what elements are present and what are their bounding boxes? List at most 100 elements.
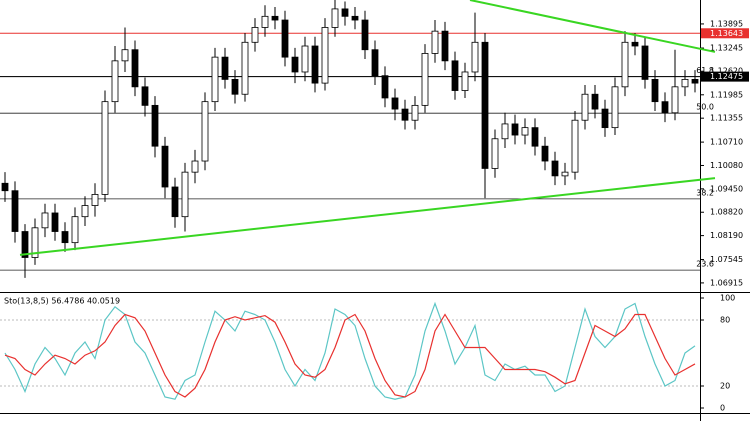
candle-body (601, 108, 609, 129)
candle-body (181, 171, 189, 218)
candle-body (551, 160, 559, 177)
candle-body (461, 71, 469, 91)
candle-body (571, 119, 579, 173)
candle-body (421, 53, 429, 106)
candle-body (91, 194, 99, 206)
candle-body (291, 56, 299, 73)
candle-body (511, 123, 519, 136)
y-tick-label: 1.13245 (710, 44, 743, 53)
candle-body (301, 45, 309, 73)
candle-body (201, 101, 209, 162)
trendline (19, 177, 716, 256)
y-tick-label: 80 (720, 316, 730, 325)
candle-body (371, 49, 379, 77)
price-label: 1.12475 (710, 72, 743, 81)
candle-body (61, 231, 69, 244)
candle-body (541, 145, 549, 162)
y-tick-label: 20 (720, 382, 730, 391)
candle-body (241, 41, 249, 95)
fib-label: 23.6 (696, 260, 714, 269)
candle-body (101, 101, 109, 195)
candle-body (441, 30, 449, 62)
y-tick-label: 100 (720, 294, 735, 303)
candle-body (251, 27, 259, 43)
y-tick-label: 1.08190 (710, 231, 743, 240)
candle-body (531, 127, 539, 147)
candle-body (221, 56, 229, 80)
candle-body (471, 41, 479, 73)
price-label: 1.13643 (710, 29, 743, 38)
candle-body (211, 56, 219, 103)
candle-body (231, 79, 239, 95)
candle-body (341, 8, 349, 17)
candle-body (651, 79, 659, 103)
fib-label: 50.0 (696, 103, 714, 112)
y-tick-label: 1.07545 (710, 255, 743, 264)
candle-body (331, 8, 339, 28)
candle-body (161, 145, 169, 188)
candle-body (681, 79, 689, 88)
y-tick-label: 1.06915 (710, 278, 743, 287)
candle-body (11, 190, 19, 232)
candle-body (381, 75, 389, 99)
candle-body (171, 186, 179, 218)
candle-body (51, 212, 59, 232)
y-tick-label: 1.13895 (710, 19, 743, 28)
candle-body (281, 19, 289, 58)
candle-body (641, 45, 649, 80)
fib-label: 38.2 (696, 188, 714, 197)
y-tick-label: 1.11985 (710, 90, 743, 99)
candle-body (321, 27, 329, 84)
candle-body (451, 60, 459, 91)
indicator-line (4, 313, 696, 398)
price-label-box (701, 28, 749, 39)
y-tick-label: 1.09450 (710, 184, 743, 193)
price-label-box (701, 71, 749, 82)
candle-body (411, 104, 419, 121)
candle-body (121, 49, 129, 62)
candle-body (71, 216, 79, 244)
candle-body (21, 231, 29, 258)
trendline (469, 0, 716, 53)
candle-body (521, 127, 529, 136)
candle-body (31, 227, 39, 258)
y-tick-label: 0 (720, 404, 725, 413)
candle-body (691, 79, 699, 84)
candle-body (621, 41, 629, 88)
y-tick-label: 1.11355 (710, 114, 743, 123)
candle-body (151, 104, 159, 147)
y-tick-label: 1.08820 (710, 208, 743, 217)
candle-body (401, 108, 409, 121)
candle-body (491, 138, 499, 169)
candle-body (611, 86, 619, 129)
candle-body (391, 97, 399, 110)
candle-body (581, 93, 589, 121)
y-tick-label: 1.10080 (710, 161, 743, 170)
candle-body (111, 60, 119, 103)
candle-body (591, 93, 599, 110)
candle-body (501, 123, 509, 140)
candle-body (141, 86, 149, 106)
candle-body (361, 19, 369, 51)
candle-body (1, 182, 9, 192)
candle-body (81, 205, 89, 218)
indicator-title: Sto(13,8,5) 56.4786 40.0519 (4, 297, 120, 306)
indicator-line (4, 301, 696, 400)
candle-body (311, 45, 319, 84)
candle-body (481, 41, 489, 169)
candle-body (431, 30, 439, 54)
candle-body (671, 86, 679, 114)
fib-label: 61.8 (696, 66, 714, 75)
candle-body (351, 15, 359, 21)
y-tick-label: 1.10710 (710, 138, 743, 147)
candle-body (261, 15, 269, 28)
candle-body (661, 101, 669, 114)
candle-body (631, 41, 639, 47)
candle-body (191, 160, 199, 173)
candle-body (131, 49, 139, 88)
candle-body (41, 212, 49, 229)
candle-body (271, 15, 279, 21)
candle-body (561, 171, 569, 177)
y-tick-label: 1.12620 (710, 67, 743, 76)
